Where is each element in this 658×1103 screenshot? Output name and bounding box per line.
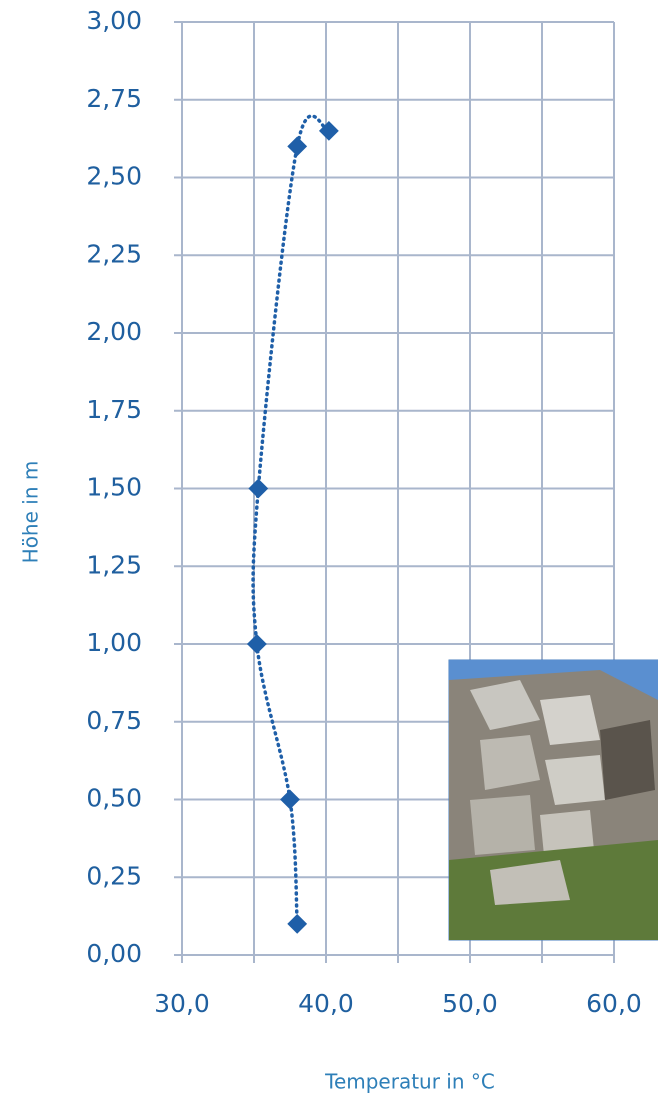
plot-area: 0,00 0,25 0,50 0,75 1,00 1,25 1,50 1,75 2,00 2,25… bbox=[86, 6, 642, 1018]
data-point bbox=[246, 634, 267, 654]
x-tick-label: 60,0 bbox=[586, 989, 642, 1018]
data-point bbox=[280, 789, 300, 810]
x-tick-label: 30,0 bbox=[154, 989, 210, 1018]
x-axis-title: Temperatur in °C bbox=[324, 1070, 495, 1094]
y-tick-label: 2,25 bbox=[86, 239, 142, 268]
y-tick-label: 3,00 bbox=[86, 6, 142, 35]
y-tick-label: 1,50 bbox=[86, 473, 142, 502]
y-axis-title: Höhe in m bbox=[19, 461, 43, 564]
y-tick-label: 1,75 bbox=[86, 395, 142, 424]
x-tick-label: 50,0 bbox=[442, 989, 498, 1018]
y-tick-label: 1,25 bbox=[86, 550, 142, 579]
y-tick-label: 2,50 bbox=[86, 162, 142, 191]
data-point bbox=[287, 136, 308, 157]
y-tick-label: 0,75 bbox=[86, 706, 142, 735]
y-tick-label: 0,50 bbox=[86, 784, 142, 813]
data-point bbox=[248, 478, 269, 499]
y-tick-label: 0,00 bbox=[86, 939, 142, 968]
data-point bbox=[287, 914, 308, 934]
photo-inset bbox=[448, 659, 658, 941]
x-tick-label: 40,0 bbox=[298, 989, 354, 1018]
y-tick-label: 0,25 bbox=[86, 861, 142, 890]
y-tick-label: 1,00 bbox=[86, 628, 142, 657]
y-tick-label: 2,75 bbox=[86, 84, 142, 113]
y-tick-label: 2,00 bbox=[86, 317, 142, 346]
